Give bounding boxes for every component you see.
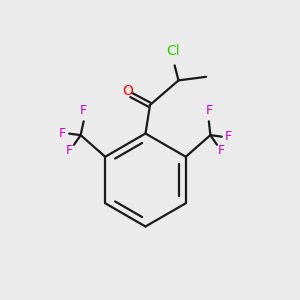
Text: F: F bbox=[80, 104, 87, 117]
Text: Cl: Cl bbox=[166, 44, 180, 58]
Text: F: F bbox=[205, 104, 212, 117]
Text: F: F bbox=[66, 144, 73, 157]
Text: F: F bbox=[218, 144, 225, 157]
Text: O: O bbox=[122, 84, 133, 98]
Text: F: F bbox=[59, 127, 66, 140]
Text: F: F bbox=[225, 130, 232, 143]
